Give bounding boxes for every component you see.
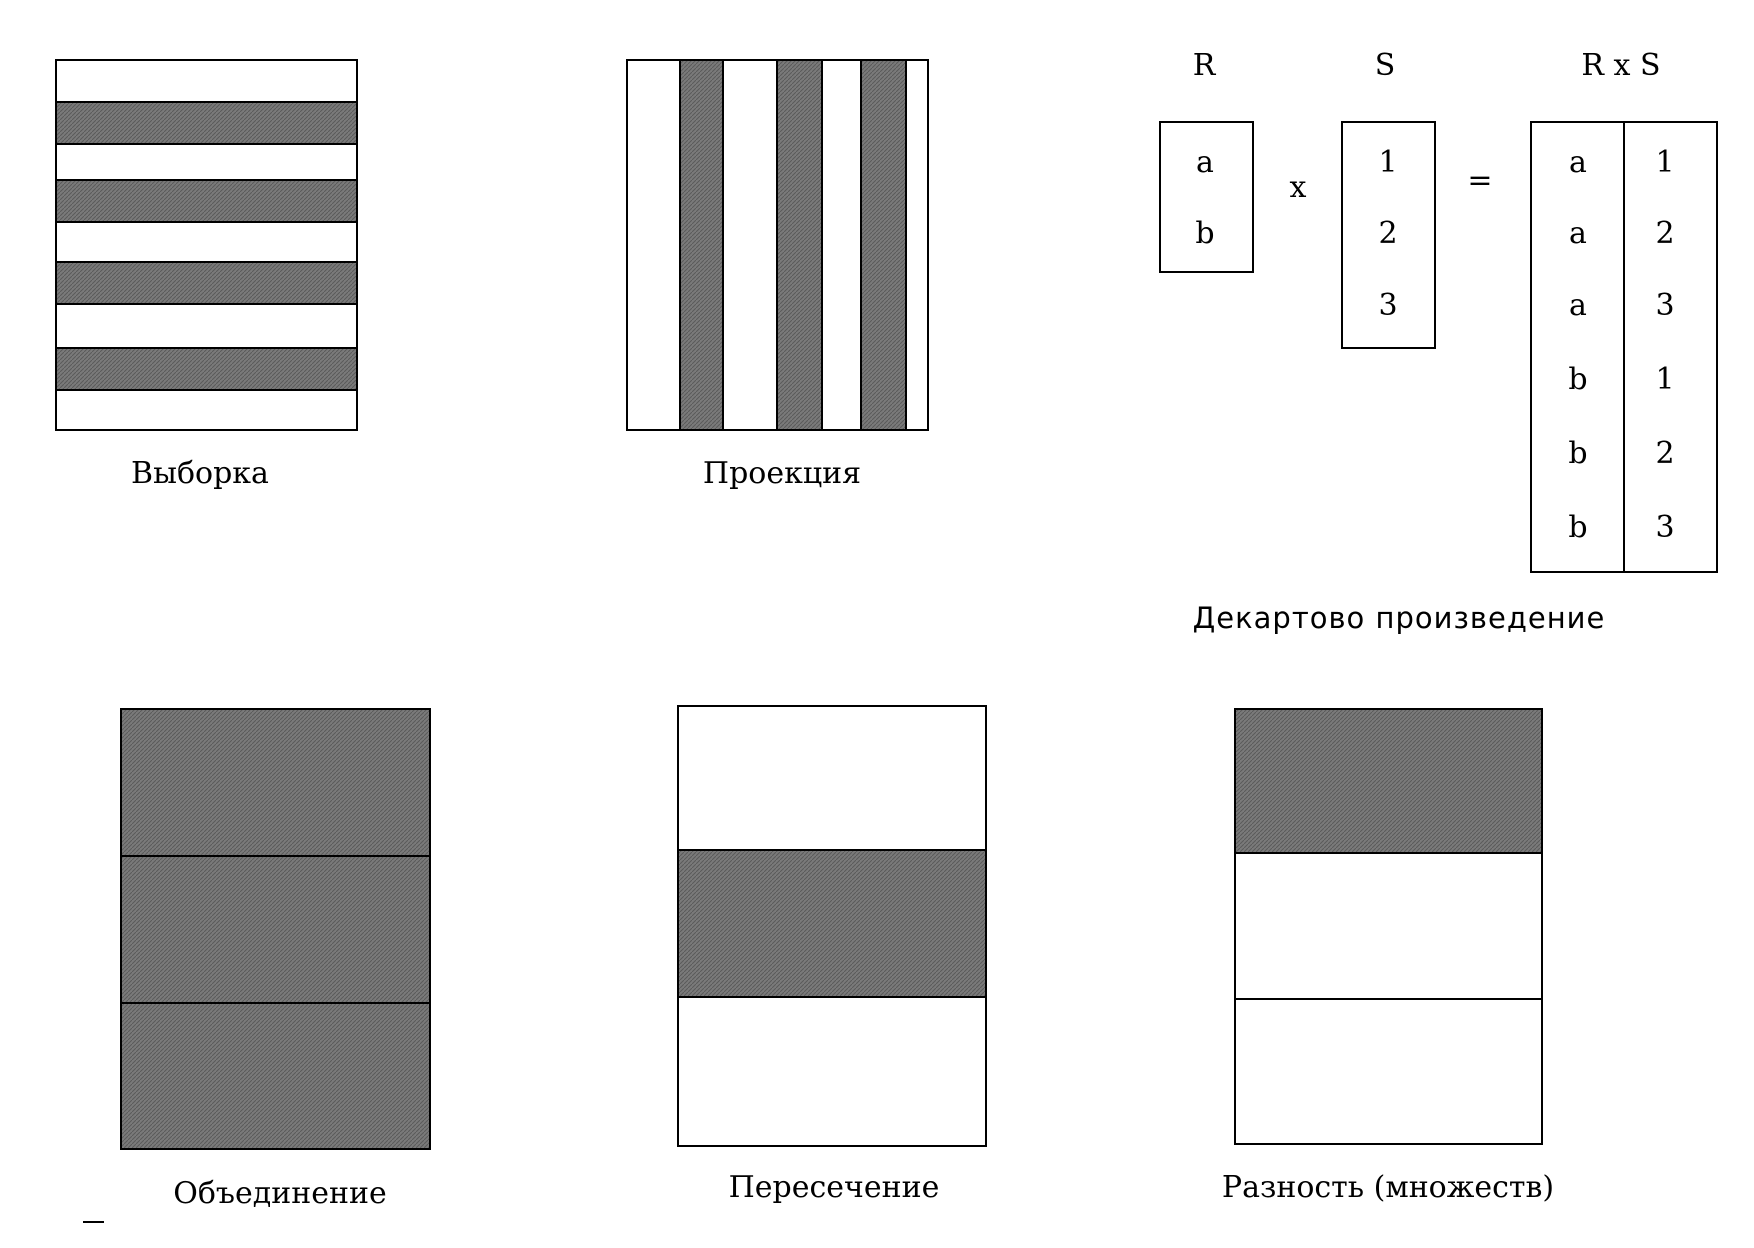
rxs-cell: 3 <box>1655 510 1674 545</box>
equals-sign: = <box>1467 163 1492 198</box>
cartesian-caption: Декартово произведение <box>1193 601 1606 635</box>
rxs-cell: 2 <box>1655 216 1674 251</box>
rxs-cell: 1 <box>1655 145 1674 180</box>
difference-caption: Разность (множеств) <box>1222 1170 1554 1205</box>
rxs-cell: b <box>1568 436 1587 471</box>
r-value: a <box>1196 145 1214 180</box>
projected-column-band <box>860 59 907 431</box>
cartesian-product-diagram: R S R x S a b x 1 2 3 = a 1 a 2 a 3 b 1 … <box>1159 48 1718 635</box>
union-diagram: Объединение <box>83 708 431 1223</box>
rxs-cell: a <box>1569 288 1587 323</box>
selection-diagram: Выборка <box>55 59 358 491</box>
s-value: 3 <box>1378 288 1397 323</box>
rxs-cell: a <box>1569 216 1587 251</box>
selected-row-band <box>55 261 358 305</box>
projection-caption: Проекция <box>703 456 861 491</box>
projection-diagram: Проекция <box>626 59 929 491</box>
times-sign: x <box>1290 170 1307 205</box>
s-header: S <box>1375 48 1396 83</box>
intersection-diagram: Пересечение <box>677 705 987 1205</box>
s-relation-box <box>1341 121 1436 349</box>
s-value: 2 <box>1378 216 1397 251</box>
rxs-cell: 2 <box>1655 436 1674 471</box>
rxs-cell: a <box>1569 145 1587 180</box>
selected-row-band <box>55 179 358 223</box>
union-caption: Объединение <box>173 1176 386 1211</box>
selected-row-band <box>55 347 358 391</box>
selection-caption: Выборка <box>131 456 269 491</box>
rxs-cell: b <box>1568 362 1587 397</box>
rxs-cell: 3 <box>1655 288 1674 323</box>
difference-band <box>1234 708 1543 854</box>
rxs-cell: b <box>1568 510 1587 545</box>
r-relation-box <box>1159 121 1254 273</box>
r-value: b <box>1195 216 1214 251</box>
rxs-header: R x S <box>1581 48 1660 83</box>
r-header: R <box>1193 48 1217 83</box>
rxs-cell: 1 <box>1655 362 1674 397</box>
projected-column-band <box>776 59 823 431</box>
union-table <box>120 708 431 1150</box>
intersection-caption: Пересечение <box>729 1170 940 1205</box>
rxs-rows: a 1 a 2 a 3 b 1 b 2 b 3 <box>1568 145 1674 545</box>
selected-row-band <box>55 101 358 145</box>
s-value: 1 <box>1378 145 1397 180</box>
projected-column-band <box>679 59 724 431</box>
intersection-band <box>677 849 987 998</box>
difference-diagram: Разность (множеств) <box>1222 708 1554 1205</box>
